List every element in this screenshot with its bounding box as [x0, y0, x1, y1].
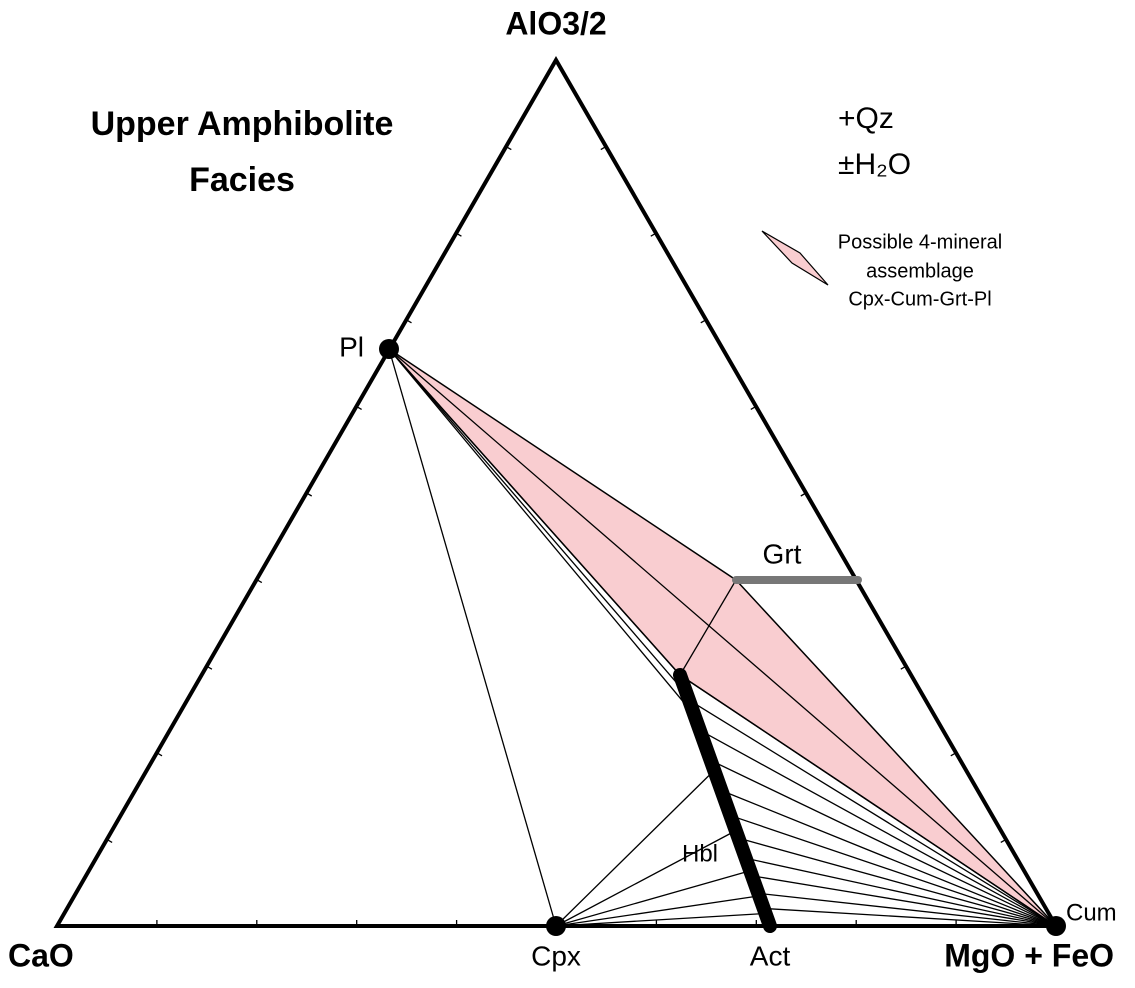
tie-line — [721, 789, 1057, 927]
tie-line — [388, 348, 1057, 927]
tick — [1000, 838, 1007, 843]
tie-line — [745, 857, 1057, 927]
tie-line — [388, 348, 681, 676]
legend-text: Possible 4-mineral — [838, 231, 1003, 253]
cum-point — [1046, 916, 1066, 936]
legend-text: assemblage — [866, 260, 974, 282]
tick — [600, 146, 607, 151]
condition: ±H₂O — [838, 148, 911, 181]
tick — [750, 405, 757, 410]
vertex-label: MgO + FeO — [944, 937, 1114, 973]
tick — [800, 492, 807, 497]
mineral-label: Grt — [763, 538, 802, 569]
tick — [206, 665, 213, 670]
tick — [505, 146, 512, 151]
tick — [405, 319, 412, 324]
vertex-label: AlO3/2 — [505, 5, 606, 41]
legend-text: Cpx-Cum-Grt-Pl — [848, 288, 991, 310]
condition: +Qz — [838, 102, 894, 135]
tie-line — [555, 870, 751, 927]
mineral-label: Cpx — [531, 940, 581, 971]
tick — [700, 319, 707, 324]
tie-line — [555, 912, 766, 927]
tick — [950, 752, 957, 757]
tie-line — [388, 348, 688, 696]
tie-line — [751, 875, 1057, 927]
vertex-label: CaO — [8, 937, 74, 973]
title-line: Upper Amphibolite — [91, 105, 394, 143]
tie-line — [758, 892, 1057, 927]
tie-line — [763, 907, 1057, 927]
tie-line — [730, 814, 1057, 927]
tick — [650, 232, 657, 237]
legend-swatch — [761, 230, 829, 286]
shapes — [53, 55, 1066, 936]
hbl-bar — [673, 668, 777, 933]
tie-line — [555, 830, 737, 927]
tick — [356, 405, 362, 410]
tie-line — [710, 759, 1057, 927]
mineral-label: Act — [750, 940, 791, 971]
tick — [106, 838, 113, 843]
tie-line — [738, 837, 1057, 927]
tie-line — [679, 579, 737, 676]
tie-line — [699, 729, 1057, 927]
tie-line — [555, 895, 760, 927]
tick — [455, 232, 462, 237]
cpx-point — [546, 916, 566, 936]
mineral-label: Hbl — [682, 840, 718, 867]
tick — [256, 579, 263, 584]
tie-line — [388, 348, 557, 927]
tick — [900, 665, 907, 670]
pl-point — [379, 339, 399, 359]
tie-line — [679, 674, 1057, 927]
mineral-label: Pl — [339, 331, 364, 362]
tick — [156, 752, 163, 757]
mineral-label: Cum — [1066, 899, 1117, 926]
tie-line — [688, 699, 1057, 927]
tie-line — [555, 769, 715, 927]
ticks — [106, 146, 1007, 926]
tick — [306, 492, 313, 497]
tie-line — [388, 348, 695, 716]
title-line: Facies — [189, 161, 295, 199]
tie-lines — [388, 348, 1057, 927]
